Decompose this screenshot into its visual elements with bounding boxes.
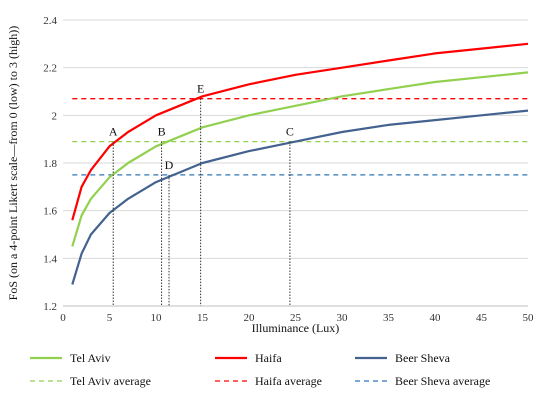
gridlines — [63, 19, 528, 307]
x-axis-title: Illuminance (Lux) — [252, 321, 340, 335]
y-tick-label: 2.4 — [43, 15, 57, 27]
legend-label-tel-aviv-average: Tel Aviv average — [70, 374, 151, 388]
point-label-a: A — [109, 125, 118, 139]
legend: Tel Aviv Haifa Beer Sheva Tel Aviv average H… — [30, 351, 490, 388]
y-axis-title: FoS (on a 4-point Likert scale—from 0 (l… — [6, 26, 20, 301]
x-tick-label: 10 — [151, 312, 163, 324]
y-tick-label: 1.8 — [43, 158, 57, 170]
legend-label-beer-sheva: Beer Sheva — [395, 351, 451, 365]
y-tick-label: 1.4 — [43, 253, 57, 265]
x-tick-label: 25 — [290, 312, 302, 324]
legend-label-tel-aviv: Tel Aviv — [70, 351, 111, 365]
point-labels: A B C D E — [109, 82, 294, 306]
x-tick-label: 45 — [476, 312, 488, 324]
x-tick-label: 40 — [430, 312, 442, 324]
x-tick-label: 20 — [244, 312, 256, 324]
y-tick-label: 1.6 — [43, 206, 57, 218]
series-lines — [71, 42, 529, 285]
legend-label-haifa: Haifa — [255, 351, 282, 365]
point-label-d: D — [165, 158, 174, 172]
x-tick-label: 5 — [107, 312, 113, 324]
point-label-b: B — [158, 125, 166, 139]
point-label-c: C — [286, 125, 294, 139]
series-beer-sheva — [71, 109, 529, 285]
x-tick-label: 50 — [523, 312, 535, 324]
legend-label-haifa-average: Haifa average — [255, 374, 322, 388]
y-tick-label: 2.2 — [43, 63, 57, 75]
x-tick-label: 30 — [337, 312, 349, 324]
point-label-e: E — [197, 82, 204, 96]
y-tick-label: 1.2 — [43, 301, 57, 313]
series-haifa — [71, 42, 529, 221]
legend-label-beer-sheva-average: Beer Sheva average — [395, 374, 490, 388]
x-tick-label: 35 — [383, 312, 395, 324]
x-tick-label: 0 — [60, 312, 66, 324]
y-tick-label: 2 — [52, 110, 58, 122]
x-tick-label: 15 — [197, 312, 209, 324]
series-tel-aviv — [71, 71, 529, 247]
tick-labels: 1.2 1.4 1.6 1.8 2 2.2 2.4 0 5 10 15 20 25 30 35 40 45 50 — [43, 15, 534, 324]
